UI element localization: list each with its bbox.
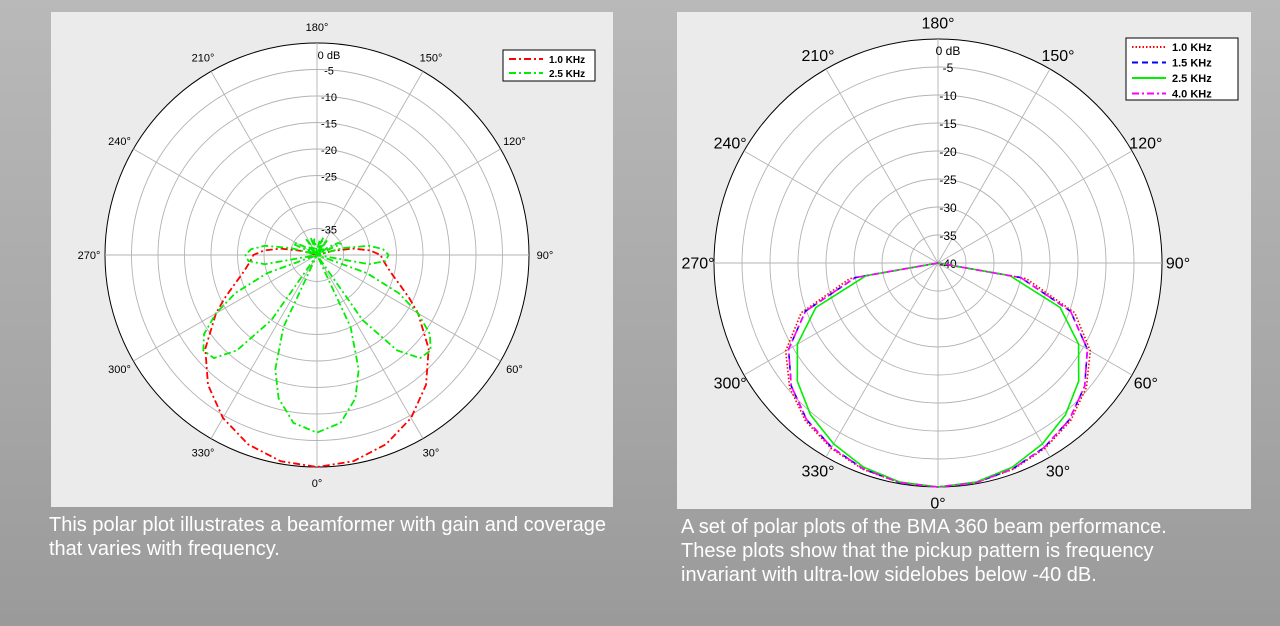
polar-plot-left: 0° 30° 60° 90° 120° 150° 180° 210° 240° 270° 300° 3… bbox=[78, 22, 596, 490]
grid-spoke bbox=[210, 71, 318, 256]
angle-tick-label: 90° bbox=[1166, 256, 1190, 273]
grid-spoke bbox=[825, 262, 939, 458]
radial-tick-label: -15 bbox=[939, 117, 957, 131]
grid-spoke bbox=[937, 262, 1051, 458]
grid-spoke bbox=[316, 71, 424, 256]
angle-tick-label: 150° bbox=[1041, 48, 1074, 65]
grid-spoke bbox=[316, 148, 501, 256]
angle-tick-label: 240° bbox=[108, 136, 131, 148]
grid-spoke bbox=[937, 262, 1133, 376]
legend-label: 1.5 KHz bbox=[1172, 58, 1212, 70]
angle-tick-label: 60° bbox=[1134, 376, 1158, 393]
radial-tick-label: -35 bbox=[939, 229, 957, 243]
angle-tick-label: 0° bbox=[312, 478, 323, 490]
grid-spoke bbox=[133, 148, 318, 256]
angle-tick-label: 300° bbox=[714, 376, 747, 393]
angle-tick-label: 270° bbox=[681, 256, 714, 273]
radial-tick-label: -35 bbox=[321, 225, 337, 237]
radial-tick-label: -15 bbox=[321, 119, 337, 131]
grid-spoke bbox=[210, 254, 318, 439]
radial-tick-label: -20 bbox=[939, 145, 957, 159]
angle-tick-label: 270° bbox=[78, 250, 101, 262]
angle-tick-label: 120° bbox=[503, 136, 526, 148]
series-line bbox=[204, 247, 430, 468]
legend-label: 1.0 KHz bbox=[1172, 42, 1212, 54]
angle-tick-label: 330° bbox=[801, 463, 834, 480]
legend: 1.0 KHz 2.5 KHz bbox=[502, 49, 596, 82]
grid-spoke bbox=[743, 262, 939, 376]
angle-tick-label: 300° bbox=[108, 364, 131, 376]
polar-plot-right: 0° 30° 60° 90° 120° 150° 180° 210° 240° 270° 300° 3… bbox=[681, 16, 1239, 509]
angle-tick-label: 30° bbox=[423, 447, 440, 459]
angle-tick-label: 120° bbox=[1129, 136, 1162, 153]
angle-tick-label: 0° bbox=[930, 496, 945, 509]
grid-spoke bbox=[937, 150, 1133, 264]
angle-tick-label: 210° bbox=[192, 52, 215, 64]
angle-tick-label: 90° bbox=[537, 250, 554, 262]
grid-spoke bbox=[316, 254, 424, 439]
caption-right: A set of polar plots of the BMA 360 beam… bbox=[681, 516, 1167, 586]
angle-tick-label: 150° bbox=[420, 52, 443, 64]
angle-tick-label: 30° bbox=[1046, 463, 1070, 480]
radial-tick-label: -5 bbox=[324, 66, 334, 78]
caption-left: This polar plot illustrates a beamformer… bbox=[49, 514, 606, 560]
grid-spoke bbox=[825, 68, 939, 264]
grid-spoke bbox=[316, 254, 501, 362]
legend-label: 1.0 KHz bbox=[549, 55, 585, 66]
radial-tick-label: 0 dB bbox=[936, 44, 961, 58]
angle-tick-label: 60° bbox=[506, 364, 523, 376]
legend-label: 2.5 KHz bbox=[549, 69, 585, 80]
grid-spoke bbox=[743, 150, 939, 264]
legend-label: 2.5 KHz bbox=[1172, 73, 1212, 85]
radial-tick-label: -10 bbox=[939, 89, 957, 103]
grid-spoke bbox=[937, 68, 1051, 264]
series-line bbox=[787, 262, 1089, 488]
angle-tick-label: 240° bbox=[714, 136, 747, 153]
legend-label: 4.0 KHz bbox=[1172, 89, 1212, 101]
legend-box bbox=[502, 49, 596, 82]
angle-tick-label: 180° bbox=[921, 16, 954, 33]
radial-tick-label: 0 dB bbox=[318, 50, 341, 62]
radial-tick-label: -5 bbox=[943, 61, 954, 75]
angle-tick-label: 210° bbox=[801, 48, 834, 65]
angle-tick-label: 180° bbox=[306, 22, 329, 34]
radial-tick-label: -25 bbox=[321, 172, 337, 184]
angle-tick-label: 330° bbox=[192, 447, 215, 459]
legend: 1.0 KHz 1.5 KHz 2.5 KHz 4.0 KHz bbox=[1125, 37, 1239, 101]
radial-tick-label: -20 bbox=[321, 145, 337, 157]
series-line bbox=[202, 236, 432, 434]
polar-plot-right-panel: 0° 30° 60° 90° 120° 150° 180° 210° 240° 270° 300° 3… bbox=[677, 12, 1251, 509]
radial-tick-label: -30 bbox=[939, 201, 957, 215]
radial-tick-label: -10 bbox=[321, 92, 337, 104]
polar-plot-left-panel: 0° 30° 60° 90° 120° 150° 180° 210° 240° 270° 300° 3… bbox=[51, 12, 613, 507]
legend-box bbox=[1125, 37, 1239, 101]
grid-spoke bbox=[133, 254, 318, 362]
radial-tick-label: -25 bbox=[939, 173, 957, 187]
series-line bbox=[796, 262, 1080, 488]
